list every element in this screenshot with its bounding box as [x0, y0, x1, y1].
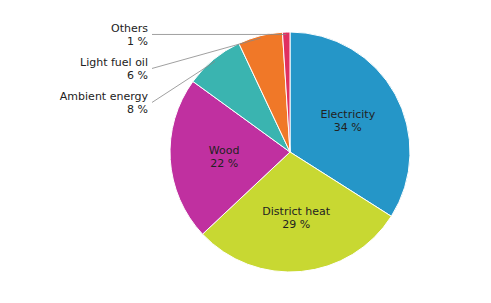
data-label: Wood22 % [209, 144, 240, 170]
slice-name: Wood [209, 144, 240, 157]
slice-name: Electricity [321, 108, 376, 121]
labels: Electricity34 % District heat29 % Wood22 %… [60, 22, 376, 231]
slice-value: 6 % [127, 69, 148, 82]
data-label: Electricity34 % [321, 108, 376, 134]
slice-value: 29 % [282, 218, 310, 231]
chart: Electricity34 % District heat29 % Wood22 %… [0, 0, 491, 303]
slice-value: 34 % [334, 121, 362, 134]
slice-name: Ambient energy [60, 90, 149, 103]
slice-value: 1 % [127, 35, 148, 48]
slice [282, 32, 290, 152]
data-label: Ambient energy8 % [60, 90, 149, 116]
data-label: District heat29 % [262, 205, 330, 231]
slice [239, 32, 290, 152]
leader-line [152, 34, 286, 35]
slice-name: District heat [262, 205, 330, 218]
slices [170, 32, 410, 272]
leader-line [152, 38, 261, 68]
pie: Electricity34 % District heat29 % Wood22 %… [60, 22, 410, 272]
slice-value: 22 % [210, 157, 238, 170]
slice-name: Others [111, 22, 148, 35]
data-label: Others1 % [111, 22, 148, 48]
slice-value: 8 % [127, 103, 148, 116]
slice-name: Light fuel oil [80, 56, 148, 69]
leader-line [152, 61, 215, 102]
data-label: Light fuel oil6 % [80, 56, 148, 82]
